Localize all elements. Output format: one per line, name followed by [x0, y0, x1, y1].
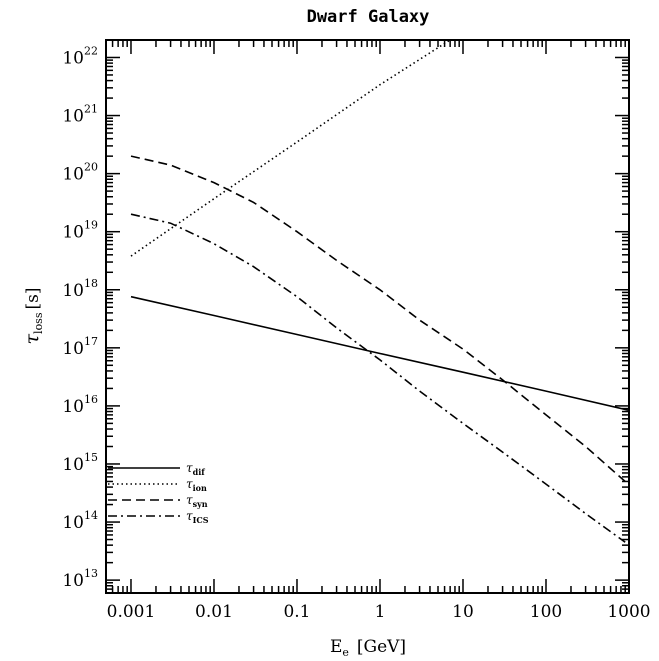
x-axis-label: Ee [GeV] — [330, 637, 406, 659]
y-tick-label: 1017 — [62, 335, 98, 359]
y-tick-label: 1015 — [62, 451, 98, 475]
legend-subscript: ICS — [193, 515, 209, 525]
y-tick-label: 1018 — [62, 277, 98, 301]
axis-ticks — [105, 39, 630, 594]
y-tick-exponent: 20 — [84, 161, 98, 174]
x-tick-labels: 0.001 0.01 0.1 1 10 100 1000 — [107, 602, 651, 622]
legend-label: τICS — [186, 509, 209, 525]
legend-symbol: τ — [186, 493, 193, 507]
y-tick-exponent: 13 — [84, 567, 98, 580]
legend-subscript: dif — [193, 467, 206, 477]
series-line-syn — [130, 155, 626, 483]
series-line-ics — [130, 213, 626, 543]
y-tick-exponent: 21 — [84, 103, 98, 116]
y-tick-base: 10 — [62, 513, 84, 533]
x-axis-symbol: E — [330, 637, 342, 657]
legend-label: τdif — [186, 461, 205, 477]
y-axis-symbol: τ — [21, 333, 43, 344]
y-tick-exponent: 17 — [84, 335, 98, 348]
y-tick-label: 1021 — [62, 103, 98, 127]
y-tick-label: 1020 — [62, 161, 98, 185]
legend-symbol: τ — [186, 509, 193, 523]
y-tick-label: 1014 — [62, 509, 98, 533]
x-tick-label: 1 — [375, 602, 386, 622]
chart-title: Dwarf Galaxy — [307, 7, 430, 27]
series-line-ion — [130, 40, 451, 257]
x-tick-label: 0.001 — [107, 602, 156, 622]
y-tick-base: 10 — [62, 107, 84, 127]
y-tick-exponent: 15 — [84, 451, 98, 464]
y-tick-label: 1019 — [62, 219, 98, 243]
y-tick-label: 1022 — [62, 44, 98, 68]
y-tick-exponent: 19 — [84, 219, 98, 232]
legend-label: τsyn — [186, 493, 208, 509]
y-axis-unit: [s] — [23, 288, 43, 310]
x-tick-label: 100 — [530, 602, 562, 622]
y-tick-exponent: 18 — [84, 277, 98, 290]
y-axis-subscript: loss — [32, 312, 45, 334]
legend-subscript: ion — [193, 483, 207, 493]
y-tick-base: 10 — [62, 397, 84, 417]
series-line-dif — [130, 295, 629, 412]
y-tick-base: 10 — [62, 281, 84, 301]
y-axis-label: τloss [s] — [21, 288, 45, 345]
x-axis-unit: [GeV] — [357, 637, 406, 657]
y-tick-base: 10 — [62, 48, 84, 68]
y-tick-label: 1016 — [62, 393, 98, 417]
y-tick-base: 10 — [62, 455, 84, 475]
x-tick-label: 0.1 — [283, 602, 310, 622]
x-axis-subscript: e — [342, 646, 349, 659]
y-tick-base: 10 — [62, 339, 84, 359]
plot-frame — [105, 39, 630, 594]
series-lines — [130, 40, 629, 543]
y-tick-exponent: 14 — [84, 509, 98, 522]
y-tick-base: 10 — [62, 223, 84, 243]
x-tick-label: 10 — [452, 602, 474, 622]
legend-symbol: τ — [186, 477, 193, 491]
legend-symbol: τ — [186, 461, 193, 475]
x-tick-label: 1000 — [607, 602, 650, 622]
y-tick-exponent: 16 — [84, 393, 98, 406]
y-tick-label: 1013 — [62, 567, 98, 591]
legend-label: τion — [186, 477, 207, 493]
y-tick-exponent: 22 — [84, 44, 98, 57]
y-tick-base: 10 — [62, 571, 84, 591]
y-tick-base: 10 — [62, 165, 84, 185]
legend-subscript: syn — [193, 499, 208, 509]
x-tick-label: 0.01 — [195, 602, 233, 622]
